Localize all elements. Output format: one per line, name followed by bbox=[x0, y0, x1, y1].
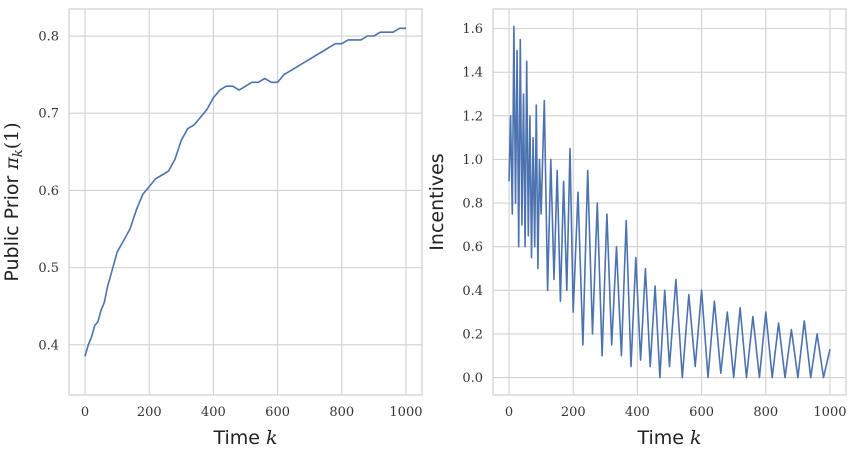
x-axis-label: Time k bbox=[636, 427, 701, 449]
x-tick-label: 0 bbox=[81, 405, 89, 420]
y-tick-label: 0.0 bbox=[462, 371, 483, 386]
y-tick-label: 0.6 bbox=[462, 240, 483, 255]
x-tick-label: 600 bbox=[689, 405, 714, 420]
x-axis-label: Time k bbox=[212, 427, 277, 449]
x-tick-label: 200 bbox=[137, 405, 162, 420]
x-tick-label: 800 bbox=[753, 405, 778, 420]
x-tick-label: 1000 bbox=[389, 405, 422, 420]
public-prior-chart: 0.4 0.5 0.6 0.7 0.8 0 200 400 600 800 1000 Time k Pu… bbox=[1, 8, 423, 449]
y-tick-label: 0.4 bbox=[38, 338, 59, 353]
x-tick-label: 200 bbox=[561, 405, 586, 420]
incentives-chart: 0.0 0.2 0.4 0.6 0.8 1.0 1.2 1.4 1.6 0 200 400 600 800… bbox=[426, 8, 847, 449]
y-tick-label: 1.0 bbox=[462, 153, 483, 168]
x-tick-label: 1000 bbox=[813, 405, 846, 420]
y-tick-label: 0.8 bbox=[462, 197, 483, 212]
y-tick-label: 1.6 bbox=[462, 22, 483, 37]
y-tick-label: 0.2 bbox=[462, 327, 483, 342]
x-tick-label: 400 bbox=[625, 405, 650, 420]
y-tick-label: 1.2 bbox=[462, 109, 483, 124]
series-line bbox=[84, 27, 406, 357]
y-axis-label: Public Prior πk(1) bbox=[1, 122, 26, 281]
y-tick-label: 0.4 bbox=[462, 284, 483, 299]
x-tick-label: 0 bbox=[505, 405, 513, 420]
y-tick-label: 0.7 bbox=[38, 107, 59, 122]
y-tick-label: 0.6 bbox=[38, 184, 59, 199]
x-tick-label: 600 bbox=[265, 405, 290, 420]
y-tick-label: 1.4 bbox=[462, 66, 483, 81]
y-axis-label: Incentives bbox=[426, 153, 448, 250]
x-tick-label: 800 bbox=[329, 405, 354, 420]
plot-area-frame bbox=[68, 8, 423, 396]
plot-area-frame bbox=[492, 8, 847, 396]
x-tick-label: 400 bbox=[201, 405, 226, 420]
y-tick-label: 0.8 bbox=[38, 30, 59, 45]
series-line bbox=[508, 25, 831, 379]
y-tick-label: 0.5 bbox=[38, 261, 59, 276]
